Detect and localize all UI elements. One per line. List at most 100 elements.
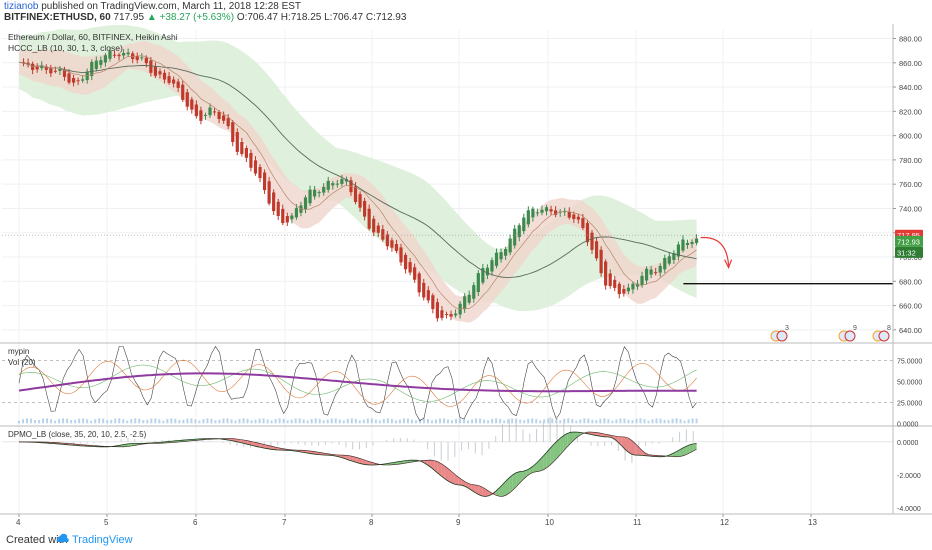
candle-body [453, 313, 458, 316]
dpmo-fill-down [618, 436, 622, 446]
dpmo-fill-down [601, 433, 605, 437]
volume-bar [226, 418, 229, 424]
candle-body [431, 295, 435, 310]
candle-body [121, 52, 126, 56]
volume-bar [334, 418, 337, 424]
price-tick-label-760: 760.00 [899, 180, 922, 189]
mypin-signal-line [18, 372, 697, 393]
dpmo-fill-down [247, 440, 251, 446]
dpmo-fill-down [434, 460, 438, 474]
candle-body [85, 71, 89, 81]
dpmo-fill-down [628, 438, 632, 455]
volume-bar [378, 420, 381, 424]
candle-body [672, 253, 676, 260]
author-link[interactable]: tizianob [4, 1, 39, 12]
volume-bar [394, 420, 397, 424]
volume-bar [430, 420, 433, 424]
candle-layer [21, 46, 699, 322]
dpmo-fill-down [311, 451, 316, 455]
volume-bar [551, 418, 554, 424]
volume-bar [234, 420, 237, 424]
candle-body [276, 201, 280, 216]
volume-bar [330, 418, 333, 424]
volume-bar [627, 419, 630, 424]
dpmo-fill-down [427, 460, 432, 468]
volume-bar [623, 418, 626, 424]
ohlc-line: BITFINEX:ETHUSD, 60 717.95 ▲ +38.27 (+5.… [4, 12, 406, 23]
candle-body [258, 166, 262, 179]
volume-bar [599, 418, 602, 424]
time-tick-label-12: 12 [720, 518, 729, 527]
volume-bar [194, 419, 197, 424]
time-tick-label-8: 8 [369, 518, 374, 527]
candle-body [685, 242, 690, 246]
volume-bar [182, 419, 185, 424]
main-chart-title: Ethereum / Dollar, 60, BITFINEX, Heikin … [8, 32, 178, 42]
volume-bar [158, 419, 161, 424]
candle-body [499, 252, 503, 260]
candle-body [235, 132, 239, 152]
volume-bar [591, 419, 594, 424]
volume-bar [190, 418, 193, 424]
volume-bar [619, 418, 622, 424]
dpmo-fill-up [495, 488, 500, 497]
candle-body [144, 57, 148, 64]
candle-body [194, 104, 198, 117]
volume-bar [535, 419, 538, 424]
volume-bar [98, 418, 101, 424]
candle-body [71, 77, 76, 83]
price-tick-label-840: 840.00 [899, 83, 922, 92]
candle-body [490, 260, 494, 272]
dpmo-fill-down [482, 487, 486, 497]
volume-bar [74, 419, 77, 424]
main-indicator-label: HCCC_LB (10, 30, 1, 3, close) [8, 43, 123, 53]
candle-body [617, 283, 621, 295]
candle-body [249, 152, 253, 168]
event-flag-icon [776, 330, 788, 342]
volume-bar [651, 419, 654, 424]
dpmo-fill-down [250, 441, 254, 446]
dpmo-fill-up [563, 433, 568, 451]
dpmo-fill-down [424, 460, 428, 466]
volume-bar [210, 418, 213, 424]
dpmo-fill-up [560, 435, 564, 455]
volume-bar [138, 418, 141, 424]
time-tick-label-11: 11 [633, 518, 642, 527]
label-layer: 3 9 8 mypin Vol (20) DPMO_LB (close, 35, 20, … [8, 32, 891, 439]
volume-bar [438, 418, 441, 424]
mypin-slow-line [18, 364, 697, 402]
candle-body [172, 79, 176, 84]
volume-bar [298, 418, 301, 424]
candle-body [417, 273, 421, 293]
volume-bar [459, 418, 462, 424]
candle-body [40, 65, 44, 69]
volume-bar [410, 419, 413, 424]
volume-bar [422, 418, 425, 424]
chart-canvas[interactable]: 640.00660.00680.00700.00720.00740.00760.… [0, 24, 932, 530]
candle-body [217, 111, 221, 120]
candle-body [376, 225, 380, 233]
dpmo-fill-down [611, 435, 615, 440]
tradingview-logo-text[interactable]: TradingView [72, 534, 133, 546]
volume-bar [302, 419, 305, 424]
volume-bar [543, 419, 546, 424]
candle-body [226, 118, 230, 127]
volume-bar [322, 420, 325, 424]
volume-bar [54, 420, 57, 424]
volume-bar [174, 418, 177, 424]
dpmo-fill-up [543, 452, 547, 470]
candle-body [212, 111, 217, 113]
volume-bar [282, 418, 285, 424]
volume-bar [487, 420, 490, 424]
candle-body [540, 209, 544, 213]
candle-body [644, 268, 649, 281]
last-price: 717.95 [113, 12, 145, 23]
event-count: 8 [887, 325, 891, 332]
volume-bar [519, 419, 522, 424]
candle-body [135, 56, 139, 61]
dpmo-fill-down [642, 450, 646, 456]
volume-bar [366, 418, 369, 424]
volume-bar [170, 418, 173, 424]
candle-body [649, 269, 653, 275]
volume-bar [679, 419, 682, 424]
